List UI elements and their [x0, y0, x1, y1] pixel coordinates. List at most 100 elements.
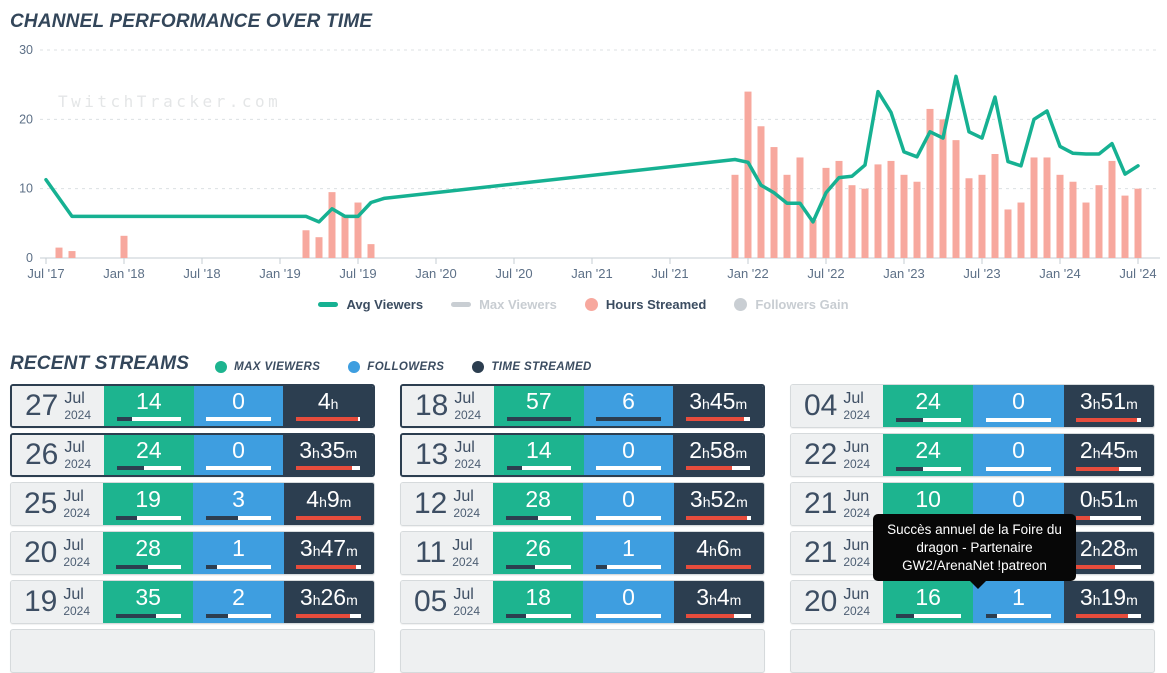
stream-time-streamed: 0h51m — [1063, 483, 1154, 525]
stream-card[interactable]: 25 Jul 2024 19 3 4h9m — [10, 482, 375, 526]
stream-date-day: 20 — [23, 536, 58, 569]
stream-max-viewers-bar — [116, 466, 182, 470]
stream-time-streamed: 4h — [283, 386, 373, 426]
stream-date-month: Jul — [453, 488, 474, 505]
stream-max-viewers-bar-fill — [506, 466, 523, 470]
recent-legend-item-followers: FOLLOWERS — [348, 360, 444, 373]
stream-date-month-year: Jun 2024 — [843, 488, 870, 520]
stream-title-tooltip: Succès annuel de la Foire du dragon - Pa… — [873, 514, 1076, 590]
stream-max-viewers-bar — [116, 417, 182, 421]
stream-card[interactable]: 22 Jun 2024 24 0 2h45m — [790, 433, 1155, 477]
stream-date-month-year: Jul 2024 — [63, 489, 90, 520]
stream-max-viewers-bar-fill — [895, 418, 924, 422]
stream-date: 12 Jul 2024 — [401, 483, 493, 525]
stream-card[interactable]: 11 Jul 2024 26 1 4h6m — [400, 531, 765, 575]
avg-viewers-swatch-icon — [318, 302, 339, 307]
stream-max-viewers-bar-fill — [505, 516, 538, 520]
hours-streamed-bar — [939, 119, 947, 258]
chart-legend-item-avg-viewers[interactable]: Avg Viewers — [318, 297, 423, 312]
stream-card[interactable]: 20 Jun 2024 16 1 3h19m — [790, 580, 1155, 624]
stream-card[interactable]: 26 Jul 2024 24 0 3h35m — [10, 433, 375, 477]
stream-date-year: 2024 — [64, 408, 92, 422]
next-stream-card-partial — [10, 629, 375, 673]
performance-chart[interactable]: 0 10 20 30 TwitchTracker.com Jul '17 Jan '18 Ju… — [0, 35, 1167, 290]
stream-time-streamed: 3h52m — [673, 483, 764, 525]
stream-date-year: 2024 — [63, 555, 91, 569]
stream-followers-value: 0 — [1012, 437, 1025, 463]
chart-legend-item-followers-gain[interactable]: Followers Gain — [734, 297, 849, 312]
recent-streams-title: RECENT STREAMS — [10, 353, 190, 374]
hours-streamed-bar — [809, 219, 817, 258]
stream-card[interactable]: 20 Jul 2024 28 1 3h47m — [10, 531, 375, 575]
stream-date-year: 2024 — [843, 604, 871, 618]
stream-time-streamed: 3h45m — [673, 386, 763, 426]
stream-time-streamed-bar — [686, 614, 752, 618]
stream-time-streamed-bar-fill — [685, 417, 745, 421]
chart-legend-item-max-viewers[interactable]: Max Viewers — [451, 297, 557, 312]
stream-followers: 0 — [583, 483, 674, 525]
stream-time-streamed-value: 4h9m — [306, 486, 352, 512]
stream-date: 27 Jul 2024 — [12, 386, 104, 426]
stream-time-streamed-bar-fill — [1076, 467, 1120, 471]
stream-date-month-year: Jul 2024 — [452, 538, 479, 569]
chart-legend-label: Hours Streamed — [605, 297, 707, 312]
stream-time-streamed-bar-fill — [685, 466, 733, 470]
stream-max-viewers-bar-fill — [116, 417, 133, 421]
stream-followers-bar — [205, 516, 272, 520]
stream-max-viewers-bar-fill — [115, 614, 156, 618]
stream-time-streamed: 3h4m — [673, 581, 764, 623]
stream-max-viewers-bar — [505, 516, 571, 520]
hours-streamed-swatch-icon — [584, 298, 598, 311]
stream-card[interactable]: 18 Jul 2024 57 6 3h45m — [400, 384, 765, 428]
stream-date-day: 19 — [23, 585, 58, 618]
stream-followers-value: 0 — [622, 437, 635, 463]
stream-date-day: 26 — [24, 438, 59, 471]
tooltip-text: Succès annuel de la Foire du dragon - Pa… — [887, 522, 1062, 573]
stream-followers-bar — [205, 565, 272, 569]
stream-date: 21 Jun 2024 — [791, 483, 883, 525]
stream-followers-bar — [985, 418, 1052, 422]
stream-time-streamed-value: 4h6m — [696, 535, 742, 561]
stream-max-viewers-value: 24 — [136, 437, 162, 463]
stream-date-month-year: Jun 2024 — [843, 440, 870, 471]
stream-max-viewers-value: 16 — [915, 584, 941, 610]
stream-date-year: 2024 — [453, 506, 481, 520]
hours-streamed-bar — [367, 244, 375, 258]
recent-legend-item-time-streamed: TIME STREAMED — [472, 360, 591, 373]
stream-date-day: 13 — [414, 438, 449, 471]
hours-streamed-bar — [835, 160, 843, 258]
stream-time-streamed-value: 2h28m — [1079, 535, 1138, 561]
stream-card[interactable]: 05 Jul 2024 18 0 3h4m — [400, 580, 765, 624]
stream-followers-value: 1 — [1012, 584, 1025, 610]
stream-date: 18 Jul 2024 — [402, 386, 494, 426]
hours-streamed-bar — [341, 216, 349, 258]
stream-time-streamed-bar — [685, 466, 751, 470]
x-axis-label: Jul '19 — [339, 266, 376, 281]
stream-date-year: 2024 — [63, 604, 91, 618]
stream-card[interactable]: 04 Jul 2024 24 0 3h51m — [790, 384, 1155, 428]
stream-followers-bar — [985, 614, 1052, 618]
stream-card[interactable]: 13 Jul 2024 14 0 2h58m — [400, 433, 765, 477]
stream-max-viewers-value: 19 — [135, 486, 161, 512]
stream-card[interactable]: 19 Jul 2024 35 2 3h26m — [10, 580, 375, 624]
tooltip-arrow-icon — [970, 581, 986, 590]
stream-max-viewers-bar — [895, 467, 961, 471]
stream-time-streamed-bar — [296, 516, 362, 520]
x-axis-label: Jan '18 — [103, 266, 145, 281]
stream-time-streamed-value: 2h45m — [1079, 437, 1138, 463]
x-axis-label: Jan '23 — [883, 266, 925, 281]
stream-card[interactable]: 12 Jul 2024 28 0 3h52m — [400, 482, 765, 526]
hours-streamed-bar — [1121, 195, 1129, 258]
followers-gain-swatch-icon — [734, 298, 748, 311]
chart-legend-item-hours-streamed[interactable]: Hours Streamed — [584, 297, 707, 312]
stream-date-day: 04 — [803, 389, 838, 422]
stream-card[interactable]: 27 Jul 2024 14 0 4h — [10, 384, 375, 428]
stream-date-month: Jul — [454, 390, 475, 407]
performance-title: CHANNEL PERFORMANCE OVER TIME — [10, 11, 373, 32]
stream-date-month: Jun — [843, 488, 870, 505]
stream-followers-bar — [596, 417, 661, 421]
stream-followers: 0 — [583, 581, 674, 623]
stream-max-viewers-bar-fill — [115, 565, 148, 569]
stream-max-viewers-bar-fill — [116, 466, 144, 470]
hours-streamed-bar — [1004, 209, 1012, 258]
